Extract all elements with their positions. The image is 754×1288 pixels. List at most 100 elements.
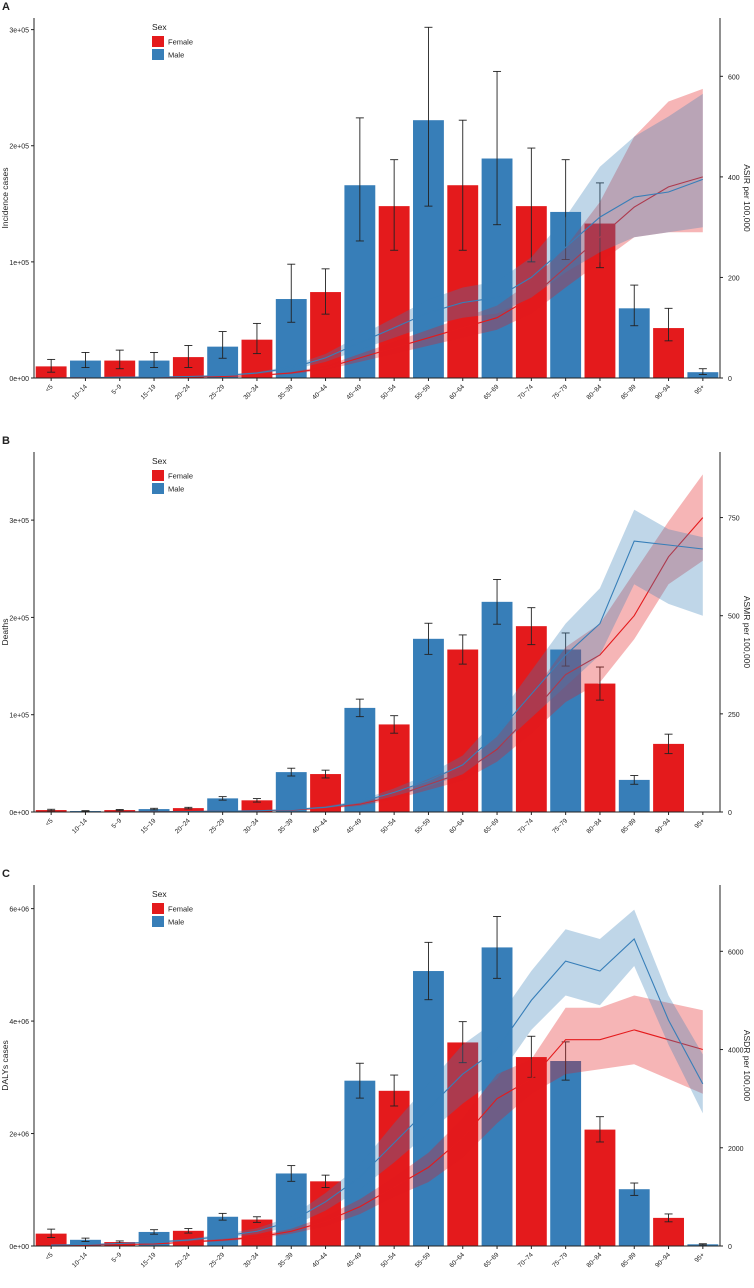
bar-male-7 <box>275 1173 307 1246</box>
x-tick-label-13: 65~69 <box>483 817 501 835</box>
x-tick-label-19: 95+ <box>694 817 707 830</box>
x-tick-label-0: <5 <box>44 817 54 827</box>
errorbar-6 <box>252 322 261 355</box>
ribbon-female <box>51 88 703 379</box>
x-tick-label-9: 45~49 <box>345 1251 363 1269</box>
errorbar-6 <box>252 798 261 803</box>
errorbar-10 <box>390 1074 399 1107</box>
legend-label-male: Male <box>168 918 184 927</box>
errorbar-14 <box>527 147 536 263</box>
y-tick-label-3: 3e+05 <box>9 28 29 35</box>
x-tick-label-1: 10~14 <box>71 817 89 835</box>
errorbar-17 <box>630 1182 639 1196</box>
errorbar-0 <box>47 1228 56 1239</box>
x-tick-label-16: 80~84 <box>585 383 603 401</box>
errorbar-5 <box>218 1212 227 1221</box>
errorbar-9 <box>355 1062 364 1099</box>
y2-tick-label-1: 200 <box>728 275 740 282</box>
errorbar-8 <box>321 769 330 779</box>
bar-female-16 <box>584 683 616 812</box>
legend-label-male: Male <box>168 485 184 494</box>
errorbar-4 <box>184 806 193 810</box>
y2-tick-label-1: 250 <box>728 712 740 719</box>
errorbar-10 <box>390 159 399 251</box>
errorbar-7 <box>287 767 296 777</box>
x-tick-label-12: 60~64 <box>448 1251 466 1269</box>
errorbar-15 <box>561 159 570 260</box>
x-tick-label-4: 20~24 <box>174 383 192 401</box>
legend-title: Sex <box>152 22 167 32</box>
x-tick-label-14: 70~74 <box>517 383 535 401</box>
x-tick-label-18: 90~94 <box>654 1251 672 1269</box>
x-tick-label-17: 85~89 <box>620 383 638 401</box>
ribbon-male <box>51 509 703 812</box>
y-tick-label-1: 2e+06 <box>9 1132 29 1139</box>
errorbar-7 <box>287 263 296 323</box>
y-axis-title: Incidence cases <box>0 168 10 229</box>
errorbar-3 <box>150 807 159 811</box>
errorbar-18 <box>664 733 673 755</box>
x-tick-label-13: 65~69 <box>483 1251 501 1269</box>
x-tick-label-11: 55~59 <box>414 817 432 835</box>
errorbar-10 <box>390 715 399 734</box>
x-tick-label-16: 80~84 <box>585 817 603 835</box>
bar-female-2 <box>104 360 136 378</box>
errorbar-16 <box>595 182 604 269</box>
errorbar-4 <box>184 1228 193 1234</box>
x-tick-label-17: 85~89 <box>620 1251 638 1269</box>
x-tick-label-19: 95+ <box>694 383 707 396</box>
errorbar-3 <box>150 1229 159 1235</box>
y2-axis-title: ASIR per 100,000 <box>742 164 752 232</box>
y-tick-label-3: 3e+05 <box>9 518 29 525</box>
bar-male-3 <box>138 809 170 812</box>
errorbar-3 <box>150 352 159 368</box>
x-tick-label-11: 55~59 <box>414 383 432 401</box>
y2-axis-title: ASDR per 100,000 <box>742 1030 752 1102</box>
y2-tick-label-2: 500 <box>728 614 740 621</box>
bar-male-15 <box>550 649 582 812</box>
errorbar-4 <box>184 345 193 368</box>
legend-swatch-female <box>152 470 164 481</box>
x-tick-label-2: 5~9 <box>110 817 123 830</box>
y2-tick-label-2: 400 <box>728 175 740 182</box>
legend-label-male: Male <box>168 51 184 60</box>
bar-female-10 <box>378 724 410 812</box>
y-tick-label-0: 0e+00 <box>9 376 29 383</box>
x-tick-label-3: 15~19 <box>140 383 158 401</box>
x-tick-label-19: 95+ <box>694 1251 707 1264</box>
bar-female-10 <box>378 1090 410 1246</box>
x-tick-label-14: 70~74 <box>517 817 535 835</box>
errorbar-11 <box>424 941 433 1001</box>
errorbar-19 <box>698 368 707 375</box>
y-tick-label-2: 2e+05 <box>9 615 29 622</box>
x-tick-label-10: 50~54 <box>380 817 398 835</box>
bar-female-0 <box>35 1233 67 1246</box>
y-tick-label-1: 1e+05 <box>9 713 29 720</box>
y-axis-title: DALYs cases <box>0 1040 10 1090</box>
legend-label-female: Female <box>168 472 193 481</box>
errorbar-7 <box>287 1165 296 1182</box>
bar-male-17 <box>618 779 650 812</box>
x-tick-label-12: 60~64 <box>448 817 466 835</box>
x-tick-label-4: 20~24 <box>174 817 192 835</box>
errorbar-19 <box>698 1243 707 1246</box>
bar-male-9 <box>344 1080 376 1246</box>
x-tick-label-10: 50~54 <box>380 1251 398 1269</box>
x-tick-label-1: 10~14 <box>71 1251 89 1269</box>
errorbar-11 <box>424 622 433 655</box>
bar-male-1 <box>70 1239 101 1246</box>
bar-female-12 <box>447 1042 479 1246</box>
x-tick-label-9: 45~49 <box>345 817 363 835</box>
x-tick-label-7: 35~39 <box>277 817 295 835</box>
rate-line-male <box>51 938 704 1246</box>
y2-tick-label-3: 6000 <box>728 949 744 956</box>
bar-female-8 <box>310 1181 341 1246</box>
errorbar-13 <box>493 70 502 226</box>
y2-tick-label-2: 4000 <box>728 1048 744 1055</box>
bar-male-11 <box>413 638 444 812</box>
errorbar-0 <box>47 358 56 373</box>
rate-line-female <box>51 1029 703 1247</box>
y2-tick-label-0: 0 <box>728 1244 732 1251</box>
